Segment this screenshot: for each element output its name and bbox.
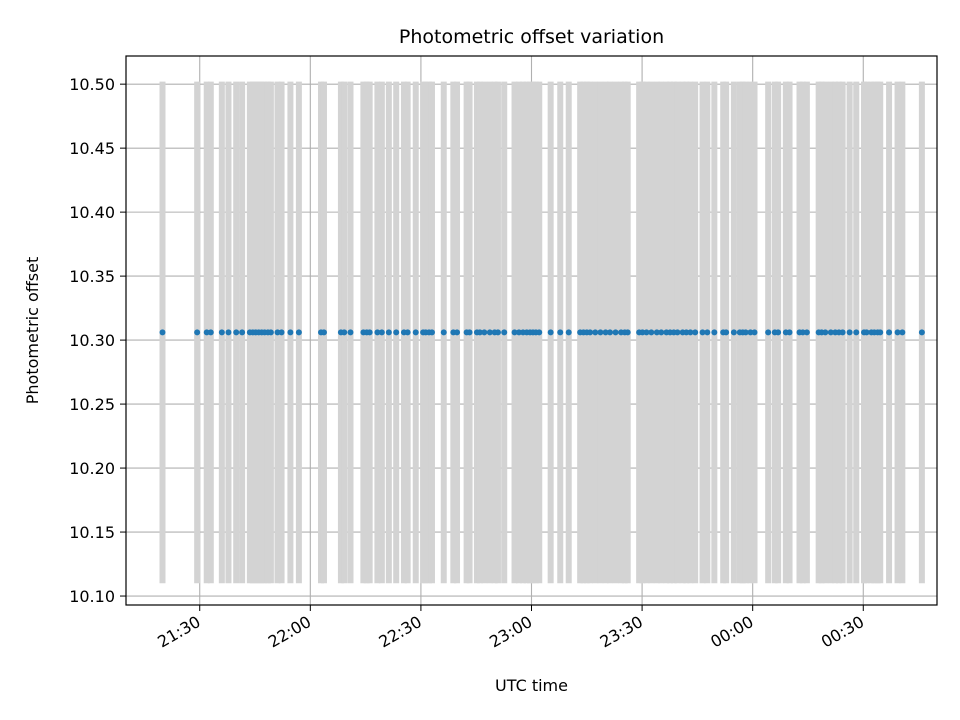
data-point	[751, 329, 758, 336]
x-tick-label: 00:30	[818, 612, 867, 652]
chart-title: Photometric offset variation	[399, 26, 664, 48]
data-point	[687, 329, 694, 336]
y-tick-label: 10.50	[69, 75, 115, 94]
data-point	[511, 329, 518, 336]
data-point	[846, 329, 853, 336]
y-axis-ticks: 10.10 10.15 10.20 10.25 10.30 10.35 10.40 10.45…	[69, 75, 126, 606]
data-point	[711, 329, 718, 336]
data-point	[454, 329, 461, 336]
data-point	[653, 329, 660, 336]
data-point	[374, 329, 381, 336]
data-point	[587, 329, 594, 336]
data-point	[233, 329, 240, 336]
data-point	[643, 329, 650, 336]
data-point	[320, 329, 327, 336]
data-point	[481, 329, 488, 336]
data-point	[704, 329, 711, 336]
data-point	[765, 329, 772, 336]
data-point	[786, 329, 793, 336]
data-point	[839, 329, 846, 336]
data-point	[547, 329, 554, 336]
y-tick-label: 10.30	[69, 331, 115, 350]
data-point	[624, 329, 631, 336]
data-point	[886, 329, 893, 336]
y-axis-label: Photometric offset	[23, 257, 42, 405]
x-axis-label: UTC time	[495, 676, 568, 695]
data-point	[267, 329, 274, 336]
data-point	[440, 329, 447, 336]
data-point	[592, 329, 599, 336]
data-point	[899, 329, 906, 336]
data-point	[565, 329, 572, 336]
data-point	[894, 329, 901, 336]
data-point	[827, 329, 834, 336]
data-point	[366, 329, 373, 336]
data-point	[877, 329, 884, 336]
x-tick-label: 00:00	[707, 612, 756, 652]
data-point	[863, 329, 870, 336]
data-point	[393, 329, 400, 336]
x-tick-label: 23:30	[597, 612, 646, 652]
y-tick-label: 10.35	[69, 267, 115, 286]
data-point	[428, 329, 435, 336]
data-point	[278, 329, 285, 336]
data-point	[658, 329, 665, 336]
data-point	[486, 329, 493, 336]
data-point	[347, 329, 354, 336]
data-point	[404, 329, 411, 336]
data-point	[803, 329, 810, 336]
x-tick-label: 23:00	[486, 612, 535, 652]
data-point	[536, 329, 543, 336]
x-axis-ticks: 21:30 22:00 22:30 23:00 23:30 00:00 00:30	[154, 605, 867, 652]
data-point	[730, 329, 737, 336]
y-tick-label: 10.45	[69, 139, 115, 158]
data-point	[822, 329, 829, 336]
data-point	[699, 329, 706, 336]
data-point	[295, 329, 302, 336]
y-tick-label: 10.25	[69, 395, 115, 414]
data-point	[602, 329, 609, 336]
data-point	[648, 329, 655, 336]
data-point	[225, 329, 232, 336]
data-point	[674, 329, 681, 336]
x-tick-label: 22:00	[265, 612, 314, 652]
data-point	[218, 329, 225, 336]
data-point	[775, 329, 782, 336]
data-point	[239, 329, 246, 336]
y-tick-label: 10.15	[69, 523, 115, 542]
data-point	[341, 329, 348, 336]
data-point	[207, 329, 214, 336]
y-tick-label: 10.20	[69, 459, 115, 478]
x-tick-label: 22:30	[375, 612, 424, 652]
data-point	[742, 329, 749, 336]
data-point	[853, 329, 860, 336]
data-point	[607, 329, 614, 336]
data-point	[385, 329, 392, 336]
data-point	[194, 329, 201, 336]
data-point	[597, 329, 604, 336]
y-tick-label: 10.40	[69, 203, 115, 222]
data-point	[723, 329, 730, 336]
data-point	[287, 329, 294, 336]
data-point	[501, 329, 508, 336]
data-point	[159, 329, 166, 336]
data-point	[412, 329, 419, 336]
y-tick-label: 10.10	[69, 587, 115, 606]
data-points	[159, 329, 925, 336]
data-point	[692, 329, 699, 336]
data-point	[494, 329, 501, 336]
data-point	[557, 329, 564, 336]
x-tick-label: 21:30	[154, 612, 203, 652]
data-point	[918, 329, 925, 336]
data-point	[466, 329, 473, 336]
data-point	[612, 329, 619, 336]
data-point	[476, 329, 483, 336]
data-point	[378, 329, 385, 336]
